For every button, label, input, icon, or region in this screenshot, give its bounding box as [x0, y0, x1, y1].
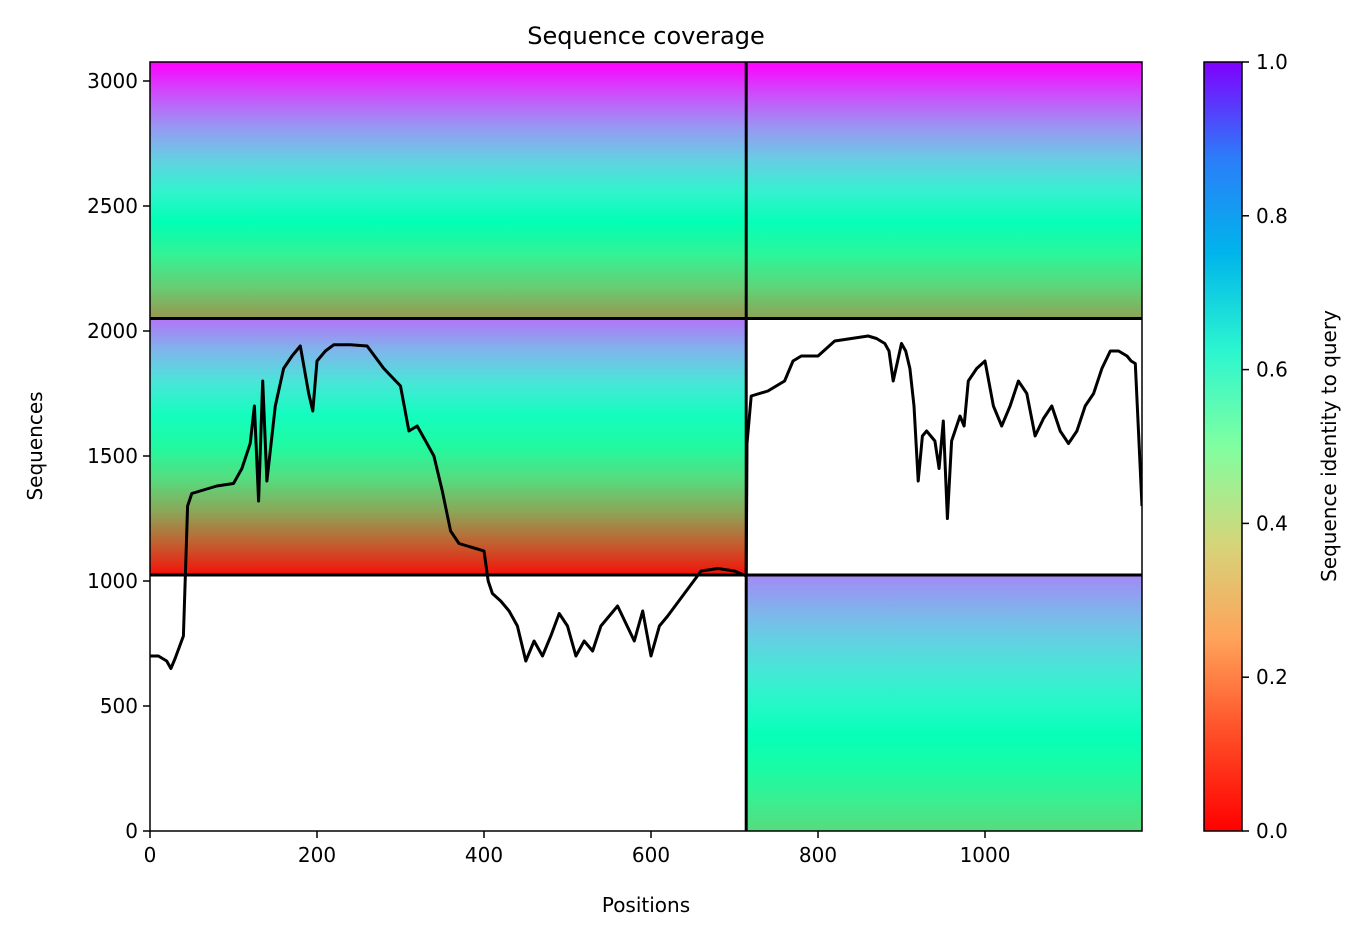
y-tick-label: 3000	[87, 69, 138, 93]
y-tick-label: 500	[100, 694, 138, 718]
x-axis-ticks: 0 200 400 600 800 1000	[144, 831, 1011, 867]
y-axis-label: Sequences	[23, 391, 47, 500]
coverage-line-group	[150, 334, 1142, 670]
y-tick-label: 1500	[87, 444, 138, 468]
heatmap-blocks	[150, 62, 1142, 831]
chart-title: Sequence coverage	[527, 22, 764, 50]
colorbar-tick-label: 1.0	[1256, 50, 1288, 74]
colorbar-tick-label: 0.2	[1256, 665, 1288, 689]
x-tick-label: 800	[799, 843, 837, 867]
heatmap-block	[746, 575, 1142, 831]
colorbar-tick-label: 0.0	[1256, 819, 1288, 843]
colorbar-tick-label: 0.6	[1256, 358, 1288, 382]
x-tick-label: 600	[632, 843, 670, 867]
coverage-line	[150, 334, 1142, 670]
y-tick-label: 1000	[87, 569, 138, 593]
y-tick-label: 0	[125, 819, 138, 843]
colorbar-tick-label: 0.8	[1256, 204, 1288, 228]
heatmap-block	[150, 318, 747, 575]
heatmap-block	[150, 62, 747, 319]
plot-frame	[149, 61, 1143, 832]
colorbar	[1203, 61, 1243, 832]
colorbar-tick-label: 0.4	[1256, 511, 1288, 535]
x-tick-label: 200	[298, 843, 336, 867]
colorbar-label: Sequence identity to query	[1317, 310, 1341, 582]
heatmap-block-empty	[150, 575, 747, 831]
x-tick-label: 0	[144, 843, 157, 867]
y-axis-ticks: 0 500 1000 1500 2000 2500 3000	[87, 69, 150, 843]
block-separators	[150, 62, 1142, 831]
y-tick-label: 2500	[87, 194, 138, 218]
colorbar-ticks: 0.0 0.2 0.4 0.6 0.8 1.0	[1242, 50, 1288, 843]
x-axis-label: Positions	[602, 893, 690, 917]
x-tick-label: 1000	[960, 843, 1011, 867]
x-tick-label: 400	[465, 843, 503, 867]
y-tick-label: 2000	[87, 319, 138, 343]
heatmap-block	[746, 62, 1142, 319]
